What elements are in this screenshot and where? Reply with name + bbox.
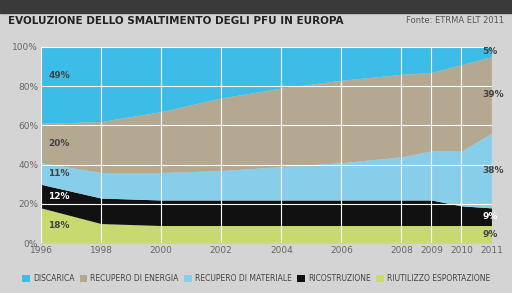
Text: Fonte: ETRMA ELT 2011: Fonte: ETRMA ELT 2011 xyxy=(406,16,504,25)
Text: EVOLUZIONE DELLO SMALTIMENTO DEGLI PFU IN EUROPA: EVOLUZIONE DELLO SMALTIMENTO DEGLI PFU I… xyxy=(8,16,343,26)
Text: 39%: 39% xyxy=(482,91,504,100)
Text: 9%: 9% xyxy=(482,230,498,239)
Text: 38%: 38% xyxy=(482,166,504,175)
Text: 49%: 49% xyxy=(49,71,70,80)
Text: 9%: 9% xyxy=(482,212,498,221)
Legend: DISCARICA, RECUPERO DI ENERGIA, RECUPERO DI MATERIALE, RICOSTRUZIONE, RIUTILIZZO: DISCARICA, RECUPERO DI ENERGIA, RECUPERO… xyxy=(19,271,493,286)
Text: 20%: 20% xyxy=(49,139,70,148)
Text: 5%: 5% xyxy=(482,47,498,56)
Text: 12%: 12% xyxy=(49,192,70,201)
Text: 11%: 11% xyxy=(49,169,70,178)
Text: 18%: 18% xyxy=(49,221,70,230)
